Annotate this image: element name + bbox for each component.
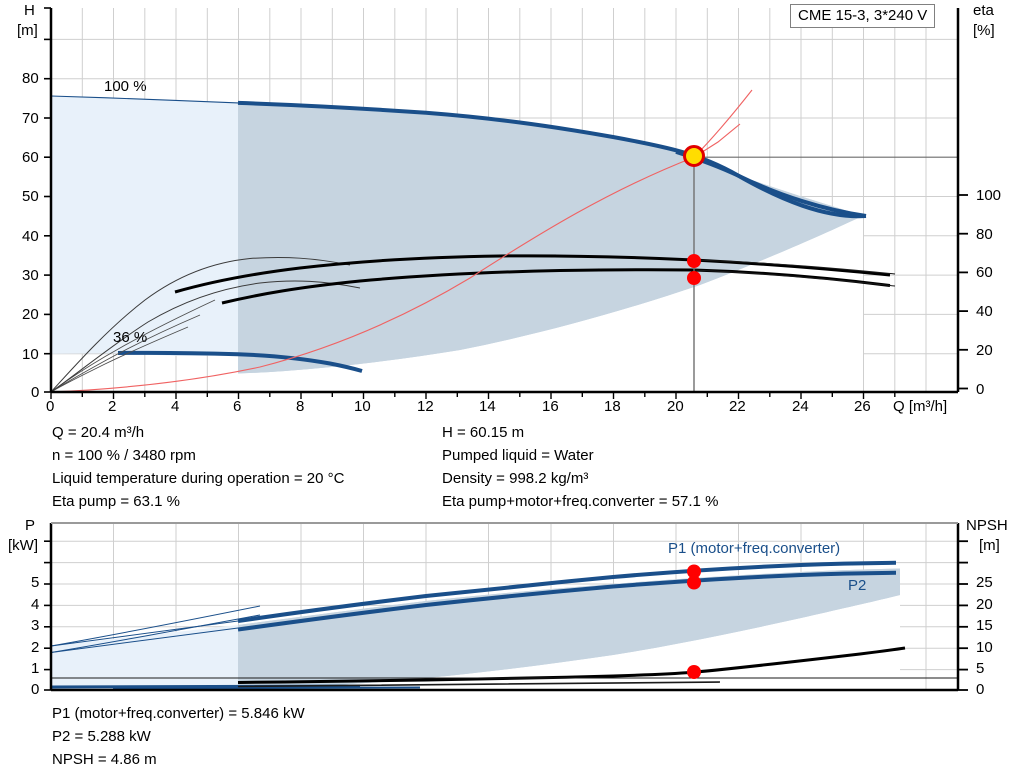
top-chart-axes <box>44 7 968 399</box>
top-right-tick: 0 <box>976 381 985 398</box>
top-y-axis-title-line1: H <box>24 2 35 19</box>
eta-total-curve <box>221 268 891 305</box>
info-left-line: n = 100 % / 3480 rpm <box>52 447 196 464</box>
duty-point-marker <box>683 145 705 167</box>
info-right-line: Density = 998.2 kg/m³ <box>442 470 589 487</box>
head-curve-thin-100 <box>51 95 239 104</box>
speed-label-36: 36 % <box>113 329 148 346</box>
info-right-line: Pumped liquid = Water <box>442 447 594 464</box>
info-right-line: H = 60.15 m <box>442 424 525 441</box>
top-right-axis-title-line2: [%] <box>973 22 995 39</box>
top-x-tick: 16 <box>542 398 559 415</box>
top-x-tick: 12 <box>417 398 434 415</box>
top-y-tick: 40 <box>22 228 39 245</box>
bottom-chart-curves <box>51 560 958 690</box>
info-left-line: Eta pump = 63.1 % <box>52 493 180 510</box>
top-y-tick: 80 <box>22 70 39 87</box>
eta-family-curve-lower <box>51 280 361 392</box>
info-bottom-line: P2 = 5.288 kW <box>52 728 151 745</box>
info-left-line: Q = 20.4 m³/h <box>52 424 145 441</box>
top-y-tick: 60 <box>22 149 39 166</box>
npsh-curve <box>237 646 906 684</box>
eta-pump-curve <box>174 254 891 294</box>
bottom-right-tick: 25 <box>976 574 993 591</box>
top-right-axis-title-line1: eta <box>973 2 994 19</box>
pump-model-title: CME 15-3, 3*240 V <box>790 4 936 28</box>
top-x-tick: 0 <box>46 398 55 415</box>
top-x-tick: 6 <box>233 398 242 415</box>
p2-marker <box>687 575 701 590</box>
p1-curve-label: P1 (motor+freq.converter) <box>668 540 840 557</box>
bottom-right-axis-title-line1: NPSH <box>966 517 1008 534</box>
top-x-tick: 18 <box>604 398 621 415</box>
info-right-line: Eta pump+motor+freq.converter = 57.1 % <box>442 493 719 510</box>
bottom-right-tick: 10 <box>976 639 993 656</box>
system-curve <box>51 123 741 392</box>
top-x-tick: 10 <box>354 398 371 415</box>
bottom-right-axis-title-line2: [m] <box>979 537 1000 554</box>
bottom-operating-envelope <box>51 568 900 690</box>
bottom-chart-axes <box>44 522 968 692</box>
bottom-right-tick: 0 <box>976 681 985 698</box>
bottom-y-axis-title-line2: [kW] <box>8 537 38 554</box>
top-y-tick: 70 <box>22 110 39 127</box>
bottom-y-tick: 5 <box>31 574 40 591</box>
top-y-tick: 30 <box>22 267 39 284</box>
head-curve-36 <box>117 350 363 373</box>
eta-total-marker <box>687 271 701 285</box>
top-y-tick: 50 <box>22 188 39 205</box>
p2-curve <box>237 570 897 632</box>
bottom-y-tick: 3 <box>31 617 40 634</box>
top-x-tick: 2 <box>108 398 117 415</box>
top-x-tick: 24 <box>792 398 809 415</box>
top-x-tick: 14 <box>479 398 496 415</box>
top-x-tick: 22 <box>729 398 746 415</box>
top-y-tick: 20 <box>22 306 39 323</box>
bottom-right-tick: 5 <box>976 660 985 677</box>
eta-pump-marker <box>687 254 701 268</box>
top-y-tick: 0 <box>31 384 40 401</box>
info-bottom-line: NPSH = 4.86 m <box>52 751 157 768</box>
bottom-y-tick: 4 <box>31 596 40 613</box>
top-right-tick: 100 <box>976 187 1002 204</box>
info-bottom-line: P1 (motor+freq.converter) = 5.846 kW <box>52 705 305 722</box>
head-curve-100 <box>237 100 867 219</box>
top-x-tick: 26 <box>854 398 871 415</box>
bottom-y-axis-title-line1: P <box>25 517 36 534</box>
top-x-tick: 4 <box>171 398 180 415</box>
top-right-tick: 40 <box>976 303 993 320</box>
info-left-line: Liquid temperature during operation = 20… <box>52 470 345 487</box>
bottom-right-tick: 15 <box>976 617 993 634</box>
top-chart-curves <box>51 89 896 392</box>
eta-family-curve-upper <box>51 256 351 392</box>
p2-curve-label: P2 <box>848 577 866 594</box>
bottom-y-tick: 1 <box>31 660 40 677</box>
top-y-tick: 10 <box>22 346 39 363</box>
top-right-tick: 20 <box>976 342 993 359</box>
p1-curve <box>237 560 897 623</box>
bottom-y-tick: 0 <box>31 681 40 698</box>
top-x-axis-title: Q [m³/h] <box>893 398 948 415</box>
top-x-tick: 20 <box>667 398 684 415</box>
top-right-tick: 80 <box>976 226 993 243</box>
top-y-axis-title-line2: [m] <box>17 22 38 39</box>
top-right-tick: 60 <box>976 264 993 281</box>
bottom-right-tick: 20 <box>976 596 993 613</box>
npsh-marker <box>687 665 701 679</box>
bottom-y-tick: 2 <box>31 639 40 656</box>
speed-label-100: 100 % <box>104 78 147 95</box>
top-x-tick: 8 <box>296 398 305 415</box>
p1-marker <box>687 564 701 579</box>
top-operating-envelope <box>51 96 863 392</box>
